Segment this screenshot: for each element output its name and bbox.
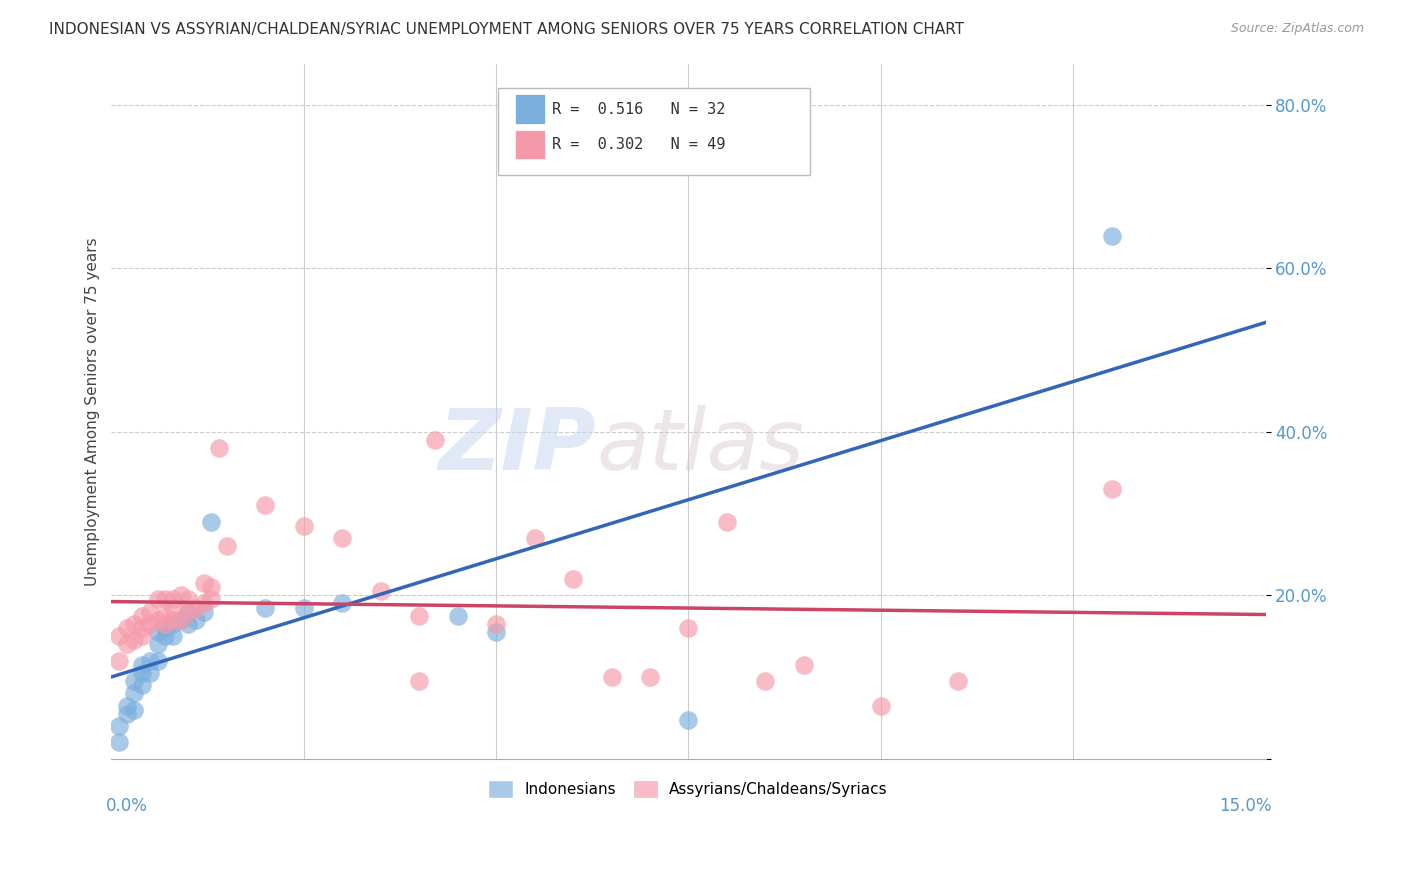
Text: ZIP: ZIP bbox=[439, 405, 596, 488]
Point bbox=[177, 605, 200, 619]
Point bbox=[678, 621, 700, 635]
Point bbox=[155, 608, 177, 623]
Point bbox=[108, 719, 131, 733]
Point bbox=[124, 633, 146, 648]
Point bbox=[177, 605, 200, 619]
Point bbox=[193, 605, 215, 619]
Point bbox=[446, 608, 468, 623]
Point bbox=[162, 629, 184, 643]
Point bbox=[139, 605, 162, 619]
Point bbox=[124, 686, 146, 700]
Point bbox=[162, 613, 184, 627]
Text: R =  0.516   N = 32: R = 0.516 N = 32 bbox=[553, 102, 725, 117]
Point bbox=[124, 703, 146, 717]
Text: R =  0.302   N = 49: R = 0.302 N = 49 bbox=[553, 136, 725, 152]
Point bbox=[423, 433, 446, 447]
Point bbox=[184, 613, 207, 627]
Point bbox=[793, 657, 815, 672]
Point bbox=[162, 592, 184, 607]
Point bbox=[146, 592, 169, 607]
Point bbox=[108, 629, 131, 643]
Point bbox=[155, 592, 177, 607]
Point bbox=[169, 588, 191, 602]
Point bbox=[131, 678, 153, 692]
Point bbox=[146, 625, 169, 640]
Point bbox=[108, 735, 131, 749]
Text: INDONESIAN VS ASSYRIAN/CHALDEAN/SYRIAC UNEMPLOYMENT AMONG SENIORS OVER 75 YEARS : INDONESIAN VS ASSYRIAN/CHALDEAN/SYRIAC U… bbox=[49, 22, 965, 37]
Point bbox=[169, 613, 191, 627]
Point bbox=[193, 576, 215, 591]
Point bbox=[155, 629, 177, 643]
Point bbox=[177, 616, 200, 631]
Point bbox=[408, 608, 430, 623]
Point bbox=[193, 597, 215, 611]
Point bbox=[1101, 482, 1123, 496]
Point bbox=[124, 616, 146, 631]
Point bbox=[678, 713, 700, 727]
Legend: Indonesians, Assyrians/Chaldeans/Syriacs: Indonesians, Assyrians/Chaldeans/Syriacs bbox=[482, 775, 894, 804]
Y-axis label: Unemployment Among Seniors over 75 years: Unemployment Among Seniors over 75 years bbox=[86, 237, 100, 586]
Point bbox=[716, 515, 738, 529]
Point bbox=[200, 515, 222, 529]
Point bbox=[330, 531, 353, 545]
Point bbox=[131, 621, 153, 635]
Text: Source: ZipAtlas.com: Source: ZipAtlas.com bbox=[1230, 22, 1364, 36]
Point bbox=[131, 629, 153, 643]
Point bbox=[485, 616, 508, 631]
Point bbox=[869, 698, 891, 713]
Point bbox=[139, 616, 162, 631]
FancyBboxPatch shape bbox=[498, 88, 810, 175]
Point bbox=[292, 519, 315, 533]
Point bbox=[1101, 228, 1123, 243]
Point bbox=[292, 600, 315, 615]
Point bbox=[139, 654, 162, 668]
Point bbox=[184, 600, 207, 615]
Point bbox=[200, 580, 222, 594]
Point bbox=[370, 584, 392, 599]
Point bbox=[946, 674, 969, 689]
Point bbox=[115, 706, 138, 721]
Point bbox=[523, 531, 546, 545]
Text: 0.0%: 0.0% bbox=[105, 797, 148, 815]
Point bbox=[562, 572, 585, 586]
Point bbox=[254, 600, 277, 615]
Point bbox=[208, 441, 231, 455]
Point bbox=[131, 665, 153, 680]
Point bbox=[131, 657, 153, 672]
FancyBboxPatch shape bbox=[516, 129, 546, 159]
Point bbox=[115, 621, 138, 635]
Point bbox=[124, 674, 146, 689]
Point bbox=[115, 637, 138, 651]
Point bbox=[155, 621, 177, 635]
Point bbox=[254, 499, 277, 513]
Point bbox=[200, 592, 222, 607]
Point bbox=[600, 670, 623, 684]
Point bbox=[485, 625, 508, 640]
Point bbox=[115, 698, 138, 713]
Point bbox=[177, 592, 200, 607]
Point bbox=[638, 670, 661, 684]
Text: 15.0%: 15.0% bbox=[1219, 797, 1271, 815]
FancyBboxPatch shape bbox=[516, 95, 546, 124]
Point bbox=[131, 608, 153, 623]
Text: atlas: atlas bbox=[596, 405, 804, 488]
Point bbox=[162, 616, 184, 631]
Point bbox=[146, 654, 169, 668]
Point bbox=[139, 665, 162, 680]
Point bbox=[408, 674, 430, 689]
Point bbox=[108, 654, 131, 668]
Point bbox=[146, 613, 169, 627]
Point bbox=[754, 674, 776, 689]
Point bbox=[162, 600, 184, 615]
Point bbox=[330, 597, 353, 611]
Point bbox=[169, 613, 191, 627]
Point bbox=[146, 637, 169, 651]
Point bbox=[155, 616, 177, 631]
Point bbox=[215, 539, 238, 553]
